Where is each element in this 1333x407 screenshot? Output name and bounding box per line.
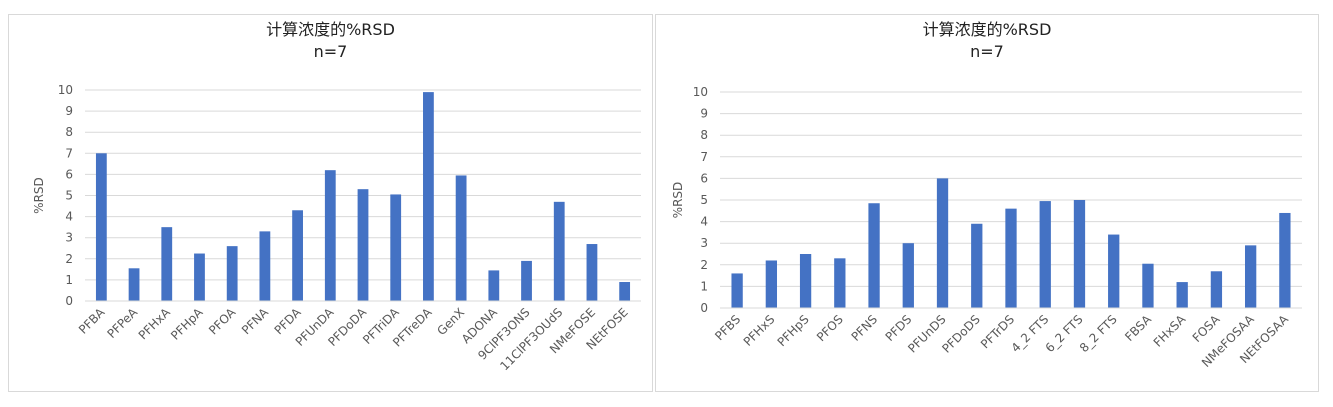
y-tick-label: 4 [700, 215, 708, 229]
chart-subtitle: n=7 [970, 42, 1004, 61]
bar [1244, 245, 1257, 308]
y-tick-label: 1 [65, 273, 73, 287]
x-tick-label: PFHxA [136, 305, 174, 343]
bar [1176, 282, 1188, 308]
y-tick-label: 2 [65, 252, 73, 266]
x-tick-label: PFHpA [168, 305, 206, 343]
bar [1073, 200, 1086, 308]
x-tick-label: FBSA [1122, 312, 1154, 344]
y-tick-label: 1 [700, 279, 708, 293]
y-tick-label: 3 [65, 231, 73, 245]
bar [292, 210, 303, 301]
y-tick-label: 0 [700, 301, 708, 315]
y-tick-label: 10 [693, 85, 708, 99]
bar [423, 92, 434, 301]
bar [1142, 263, 1154, 308]
bar [619, 282, 631, 301]
x-tick-label: FHxSA [1151, 312, 1189, 350]
y-axis-label: %RSD [671, 182, 685, 219]
x-tick-label: PFPeA [104, 305, 140, 341]
bar [390, 194, 402, 301]
bar [936, 178, 949, 308]
x-tick-label: PFNS [849, 312, 881, 344]
bar [128, 268, 140, 301]
y-tick-label: 2 [700, 258, 708, 272]
bar [1279, 212, 1291, 308]
bar [731, 273, 743, 308]
y-tick-label: 6 [700, 171, 708, 185]
bar [902, 243, 914, 308]
y-tick-label: 5 [65, 189, 73, 203]
y-tick-label: 9 [700, 107, 708, 121]
y-tick-label: 9 [65, 104, 73, 118]
y-axis-label: %RSD [32, 177, 46, 214]
x-tick-label: PFHxS [741, 312, 778, 349]
bar [521, 260, 532, 301]
bar [1210, 271, 1223, 308]
x-tick-label: PFDS [883, 312, 915, 344]
bar [1108, 234, 1120, 308]
y-tick-label: 10 [58, 83, 73, 97]
bar [553, 201, 565, 301]
bar [834, 258, 846, 308]
bar [868, 203, 880, 308]
y-tick-label: 8 [700, 128, 708, 142]
y-tick-label: 3 [700, 236, 708, 250]
bar [765, 260, 778, 308]
y-tick-label: 6 [65, 167, 73, 181]
bar [324, 170, 336, 301]
x-tick-label: PFBS [712, 312, 743, 343]
bar [95, 153, 107, 301]
x-tick-label: PFNA [239, 305, 272, 338]
bar [586, 244, 598, 301]
bar [1005, 208, 1017, 308]
x-tick-label: PFOA [206, 305, 239, 338]
bar [971, 223, 983, 308]
y-tick-label: 0 [65, 294, 73, 308]
bar [259, 231, 271, 301]
bar [161, 227, 173, 301]
chart-title: 计算浓度的%RSD [922, 20, 1052, 39]
x-tick-label: PFDoDS [939, 312, 983, 356]
bar [455, 175, 467, 301]
chart-title: 计算浓度的%RSD [266, 20, 395, 39]
bar [357, 189, 369, 301]
y-tick-label: 4 [65, 210, 73, 224]
bar [799, 254, 812, 308]
bar [1039, 201, 1051, 308]
chart-panel-right: 计算浓度的%RSD n=7 0 1 2 3 4 5 6 7 8 9 10 %RSD PFBS PFHxS P… [655, 14, 1319, 392]
x-tick-label: PFOS [814, 312, 846, 344]
x-tick-label: PFBA [76, 305, 108, 337]
bar [226, 246, 238, 301]
chart-panel-left: 计算浓度的%RSD n=7 0 1 2 3 4 5 6 7 8 9 10 %RSD PFBA PFPeA P… [8, 14, 653, 392]
bar [488, 270, 500, 301]
y-tick-label: 8 [65, 125, 73, 139]
y-tick-label: 5 [700, 193, 708, 207]
x-tick-label: 8_2 FTS [1077, 312, 1120, 355]
y-tick-label: 7 [700, 150, 708, 164]
x-tick-label: PFHpS [775, 312, 812, 349]
chart-subtitle: n=7 [313, 42, 348, 61]
bar [194, 253, 205, 301]
y-tick-label: 7 [65, 146, 73, 160]
